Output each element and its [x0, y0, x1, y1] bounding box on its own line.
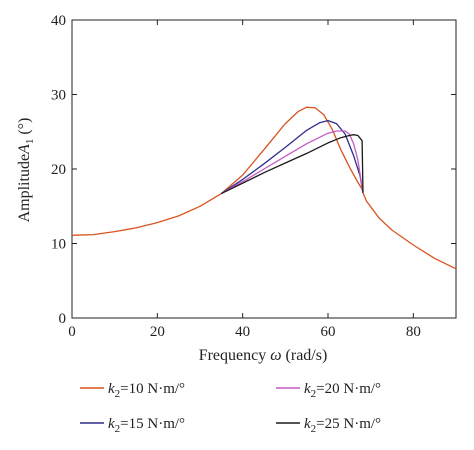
legend-entry-0: k2=10 N·m/°: [80, 381, 185, 400]
legend: k2=10 N·m/° k2=20 N·m/° k2=15 N·m/° k2=25 N…: [80, 381, 381, 435]
plot-area: [71, 19, 457, 319]
legend-entry-3: k2=25 N·m/°: [276, 416, 381, 435]
y-axis-label: AmplitudeA1 (°): [16, 118, 36, 223]
x-tick-label: 40: [235, 324, 250, 340]
series-line-0: [71, 106, 457, 270]
series-lines: [71, 106, 457, 270]
x-tick-label: 20: [150, 324, 165, 340]
x-axis-label: Frequency ω (rad/s): [199, 347, 328, 364]
tick-labels: 0 20 40 60 80 0 10 20 30 40: [51, 13, 421, 340]
legend-label: k2=25 N·m/°: [304, 416, 381, 435]
x-tick-label: 80: [406, 324, 421, 340]
y-tick-label: 10: [51, 237, 66, 253]
y-tick-label: 20: [51, 162, 66, 178]
series-line-3: [221, 134, 364, 195]
legend-label: k2=10 N·m/°: [108, 381, 185, 400]
y-tick-label: 30: [51, 88, 66, 104]
x-tick-label: 0: [68, 324, 76, 340]
series-line-1: [220, 119, 364, 195]
legend-label: k2=20 N·m/°: [304, 381, 381, 400]
y-tick-label: 0: [59, 311, 67, 327]
legend-entry-2: k2=20 N·m/°: [276, 381, 381, 400]
series-line-2: [220, 130, 364, 195]
legend-label: k2=15 N·m/°: [108, 416, 185, 435]
legend-entry-1: k2=15 N·m/°: [80, 416, 185, 435]
y-tick-label: 40: [51, 13, 66, 29]
x-tick-label: 60: [321, 324, 336, 340]
